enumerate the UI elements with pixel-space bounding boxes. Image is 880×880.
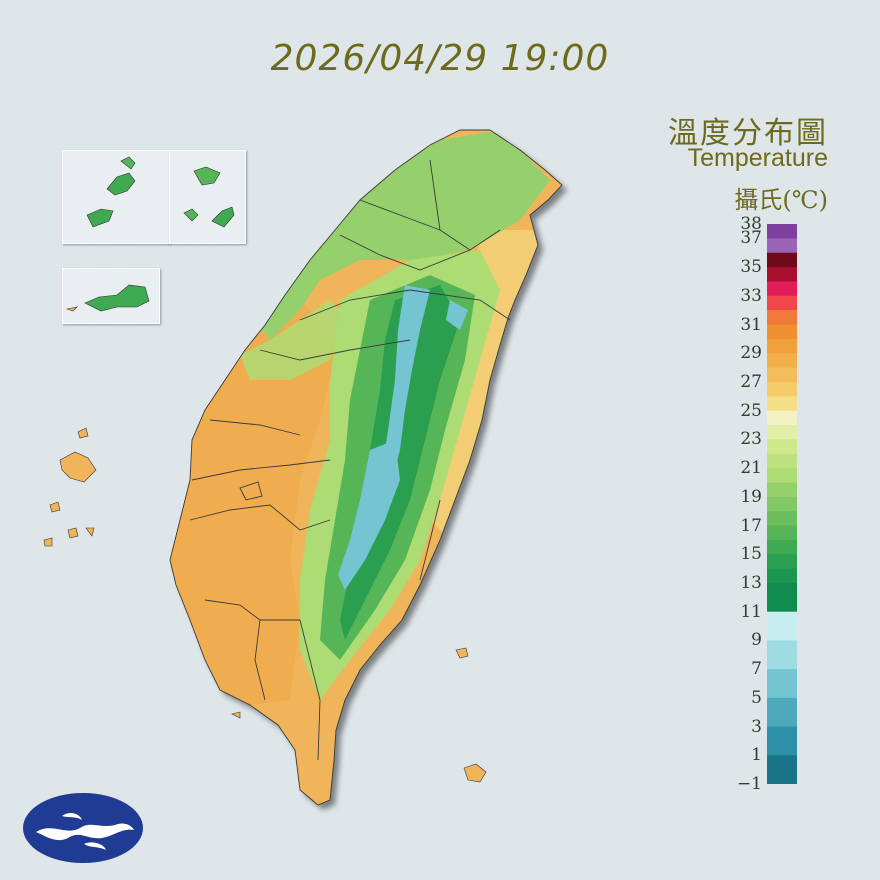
colorbar-segment — [767, 496, 797, 512]
colorbar-tick-label: 33 — [740, 285, 762, 306]
colorbar-tick-label: 31 — [740, 314, 762, 335]
colorbar-segment — [767, 453, 797, 469]
region-peak-northeast — [446, 300, 468, 330]
colorbar-segment — [767, 338, 797, 354]
colorbar-segment — [767, 755, 797, 784]
colorbar-segment — [767, 295, 797, 311]
colorbar-segment — [767, 525, 797, 541]
colorbar-segment — [767, 310, 797, 326]
colorbar-tick-label: 29 — [740, 343, 762, 364]
colorbar-segment — [767, 238, 797, 254]
colorbar-tick-label: 9 — [751, 630, 762, 651]
colorbar-segment — [767, 410, 797, 426]
border-line — [299, 289, 511, 321]
region-northwest — [240, 300, 350, 380]
colorbar-segment — [767, 640, 797, 670]
colorbar-segment — [767, 539, 797, 555]
penghu-islands — [43, 427, 97, 547]
border-line — [204, 599, 300, 621]
cwa-logo — [23, 793, 143, 863]
region-north — [255, 130, 550, 340]
colorbar-segment — [767, 381, 797, 397]
colorbar-tick-label: −1 — [736, 774, 762, 794]
region-peak-central — [338, 440, 400, 590]
orchid-island — [463, 763, 487, 783]
colorbar-segment — [767, 669, 797, 699]
border-line — [239, 481, 263, 501]
border-line — [359, 199, 441, 231]
colorbar-tick-label: 38 — [740, 214, 762, 234]
border-line — [209, 419, 301, 436]
colorbar-segment — [767, 568, 797, 584]
border-line — [189, 504, 331, 531]
border-line — [259, 339, 411, 361]
border-line — [299, 619, 321, 761]
inset-matsu-north — [62, 150, 170, 244]
colorbar-tick-label: 7 — [751, 659, 762, 680]
temperature-colorbar — [767, 224, 797, 784]
border-line — [339, 229, 501, 271]
colorbar-segment — [767, 554, 797, 570]
colorbar-segment — [767, 324, 797, 340]
colorbar-segment — [767, 511, 797, 527]
region-southwest-plain — [170, 300, 340, 705]
colorbar-tick-label: 3 — [751, 716, 762, 737]
colorbar-tick-label: 15 — [740, 544, 762, 565]
colorbar-segment — [767, 281, 797, 297]
colorbar-segment — [767, 252, 797, 268]
colorbar-tick-label: 17 — [740, 515, 762, 536]
colorbar-tick-label: 25 — [740, 400, 762, 421]
region-high-mountain — [340, 285, 460, 640]
liuqiu-island — [231, 711, 241, 719]
inset-kinmen — [62, 268, 160, 324]
legend-title: 溫度分布圖 — [668, 116, 828, 151]
colorbar-tick-label: 11 — [740, 601, 762, 622]
map-timestamp: 2026/04/29 19:00 — [270, 38, 610, 79]
colorbar-segment — [767, 468, 797, 483]
colorbar-tick-label: 27 — [740, 371, 762, 392]
colorbar-tick-label: 5 — [751, 687, 762, 708]
legend-unit: 攝氏(℃) — [734, 186, 828, 214]
region-peak-north — [382, 285, 430, 480]
colorbar-segment — [767, 396, 797, 412]
colorbar-tick-label: 23 — [740, 429, 762, 450]
green-island — [455, 647, 469, 659]
colorbar-tick-label: 21 — [740, 458, 762, 479]
colorbar-tick-label: 35 — [740, 257, 762, 278]
colorbar-segment — [767, 353, 797, 369]
colorbar-tick-label: 13 — [740, 572, 762, 593]
colorbar-segment — [767, 267, 797, 282]
colorbar-tick-label: 19 — [740, 486, 762, 507]
colorbar-segment — [767, 482, 797, 498]
colorbar-segment — [767, 224, 797, 239]
colorbar-segment — [767, 726, 797, 756]
inset-matsu-south — [169, 150, 246, 244]
colorbar-segment — [767, 439, 797, 455]
colorbar-tick-label: 37 — [740, 228, 762, 249]
border-line — [419, 499, 441, 581]
colorbar-segment — [767, 582, 797, 613]
county-borders — [169, 129, 563, 806]
colorbar-segment — [767, 611, 797, 641]
colorbar-segment — [767, 697, 797, 728]
colorbar-segment — [767, 367, 797, 383]
colorbar-segment — [767, 425, 797, 440]
legend-subtitle: Temperature — [687, 144, 828, 172]
colorbar-tick-label: 1 — [751, 745, 762, 766]
border-line — [191, 459, 331, 481]
border-line — [254, 619, 266, 701]
